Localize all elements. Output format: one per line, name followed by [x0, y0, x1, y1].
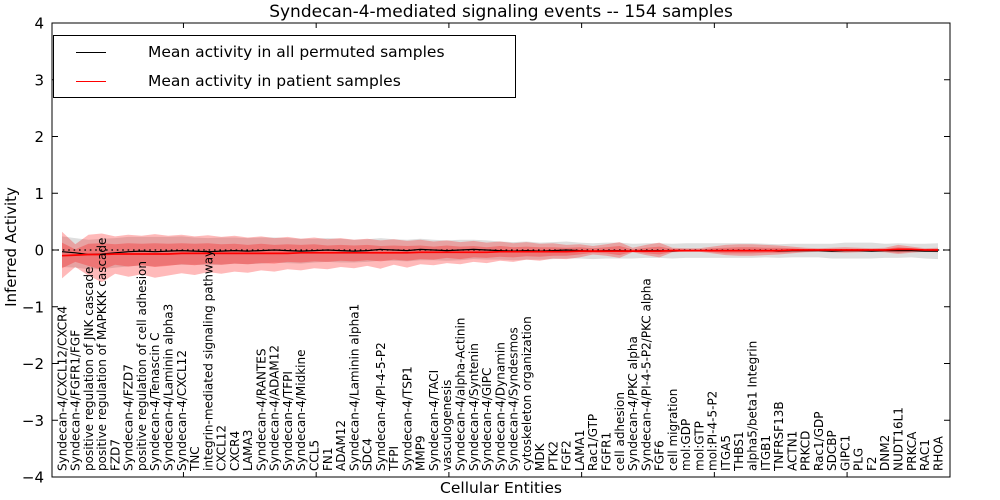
- legend-label-permuted: Mean activity in all permuted samples: [148, 43, 445, 61]
- series-line-1: [61, 248, 938, 257]
- x-tick-label: ADAM12: [334, 420, 348, 471]
- chart-title: Syndecan-4-mediated signaling events -- …: [269, 2, 733, 22]
- x-tick-label: Syndecan-4/GIPC: [480, 368, 494, 471]
- x-tick-label: Syndecan-4/TFPI: [281, 371, 295, 471]
- x-tick-label: cell adhesion: [613, 392, 627, 471]
- x-tick-label: GIPC1: [838, 435, 852, 471]
- x-tick-label: CCL5: [308, 440, 322, 471]
- x-tick-label: TFPI: [387, 446, 401, 472]
- x-tick-label: CXCL12: [215, 425, 229, 471]
- x-tick-label: TNFRSF13B: [772, 401, 786, 472]
- legend-entry-permuted: Mean activity in all permuted samples: [76, 39, 515, 65]
- x-tick-label: CXCR4: [228, 431, 242, 471]
- y-tick-label: −2: [22, 355, 44, 373]
- x-tick-label: LAMA1: [573, 430, 587, 471]
- y-tick-label: 4: [34, 15, 44, 33]
- y-tick-label: 1: [34, 185, 44, 203]
- x-axis-label: Cellular Entities: [440, 479, 562, 497]
- x-tick-label: Syndecan-4/PKC alpha: [626, 336, 640, 471]
- x-tick-label: alpha5/beta1 Integrin: [746, 341, 760, 471]
- y-tick-label: −4: [22, 469, 44, 487]
- x-tick-label: FGF2: [560, 440, 574, 471]
- x-tick-label: PRKCA: [905, 431, 919, 471]
- y-tick-label: −1: [22, 298, 44, 316]
- x-tick-label: F2: [865, 456, 879, 471]
- x-tick-label: FN1: [321, 447, 335, 471]
- x-tick-label: mol:GTP: [692, 421, 706, 471]
- x-tick-label: FGFR1: [600, 432, 614, 471]
- x-tick-label: Syndecan-4/PI-4-5-P2: [374, 342, 388, 471]
- x-tick-label: MMP9: [414, 435, 428, 471]
- x-tick-label: SDCBP: [825, 430, 839, 471]
- x-tick-label: vasculogenesis: [440, 380, 454, 471]
- x-tick-label: Syndecan-4/alpha-Actinin: [454, 318, 468, 471]
- x-tick-label: Syndecan-4/TSP1: [400, 366, 414, 471]
- x-tick-label: ACTN1: [785, 431, 799, 471]
- x-tick-label: Rac1/GDP: [812, 412, 826, 471]
- band-2: [62, 242, 938, 270]
- x-tick-label: ITGA5: [719, 435, 733, 471]
- x-tick-label: integrin-mediated signaling pathway: [201, 250, 215, 471]
- x-tick-label: Syndecan-4/CXCL12/CXCR4: [55, 306, 69, 471]
- x-tick-label: DNM2: [878, 435, 892, 471]
- x-tick-label: Syndecan-4/PI-4-5-P2/PKC alpha: [639, 278, 653, 471]
- x-tick-label: Syndecan-4/Syndesmos: [507, 327, 521, 471]
- x-tick-label: THBS1: [732, 431, 746, 472]
- x-tick-label: positive regulation of MAPKKK cascade: [95, 238, 109, 471]
- x-tick-label: Syndecan-4/Midkine: [294, 350, 308, 471]
- x-tick-label: TNC: [188, 446, 202, 472]
- x-tick-label: LAMA3: [241, 430, 255, 471]
- y-tick-label: 2: [34, 128, 44, 146]
- x-tick-label: mol:GDP: [679, 419, 693, 471]
- legend: Mean activity in all permuted samples Me…: [53, 35, 516, 98]
- x-tick-label: Syndecan-4/FZD7: [122, 364, 136, 471]
- x-tick-label: FZD7: [108, 439, 122, 471]
- x-tick-label: PLG: [852, 448, 866, 471]
- x-tick-label: PTK2: [546, 441, 560, 471]
- x-tick-label: FGF6: [653, 440, 667, 471]
- y-tick-label: 0: [34, 242, 44, 260]
- x-tick-label: positive regulation of cell adhesion: [135, 261, 149, 471]
- y-tick-label: 3: [34, 71, 44, 89]
- x-tick-label: Syndecan-4/Tenascin C: [148, 332, 162, 471]
- x-tick-label: Syndecan-4/ADAM12: [268, 345, 282, 471]
- x-tick-label: MDK: [533, 442, 547, 471]
- legend-line-permuted-swatch: [76, 51, 106, 53]
- x-tick-label: cell migration: [666, 389, 680, 471]
- x-tick-label: Syndecan-4/FGFR1/FGF: [69, 330, 83, 471]
- y-tick-label: −3: [22, 412, 44, 430]
- band-0: [62, 236, 938, 270]
- legend-label-patient: Mean activity in patient samples: [148, 72, 401, 90]
- x-tick-label: NUDT16L1: [892, 407, 906, 471]
- x-tick-label: RAC1: [918, 439, 932, 471]
- x-tick-label: Syndecan-4/CXCL12: [175, 350, 189, 471]
- band-1: [62, 231, 938, 283]
- legend-line-patient-swatch: [76, 80, 106, 82]
- x-tick-label: Syndecan-4/TACI: [427, 370, 441, 471]
- x-tick-label: Syndecan-4/Laminin alpha3: [162, 304, 176, 471]
- x-tick-label: mol:PI-4-5-P2: [706, 391, 720, 471]
- x-tick-label: positive regulation of JNK cascade: [82, 267, 96, 471]
- x-tick-label: Syndecan-4/Dynamin: [493, 342, 507, 471]
- x-tick-label: PRKCD: [799, 431, 813, 471]
- x-tick-label: Rac1/GTP: [586, 414, 600, 471]
- x-tick-label: ITGB1: [759, 435, 773, 471]
- x-tick-label: cytoskeleton organization: [520, 316, 534, 471]
- x-tick-label: Syndecan-4/Laminin alpha1: [347, 304, 361, 471]
- x-tick-label: RHOA: [931, 435, 945, 471]
- x-tick-label: SDC4: [361, 438, 375, 471]
- legend-entry-patient: Mean activity in patient samples: [76, 68, 515, 94]
- x-tick-label: Syndecan-4/Syntenin: [467, 343, 481, 471]
- x-tick-label: Syndecan-4/RANTES: [254, 349, 268, 471]
